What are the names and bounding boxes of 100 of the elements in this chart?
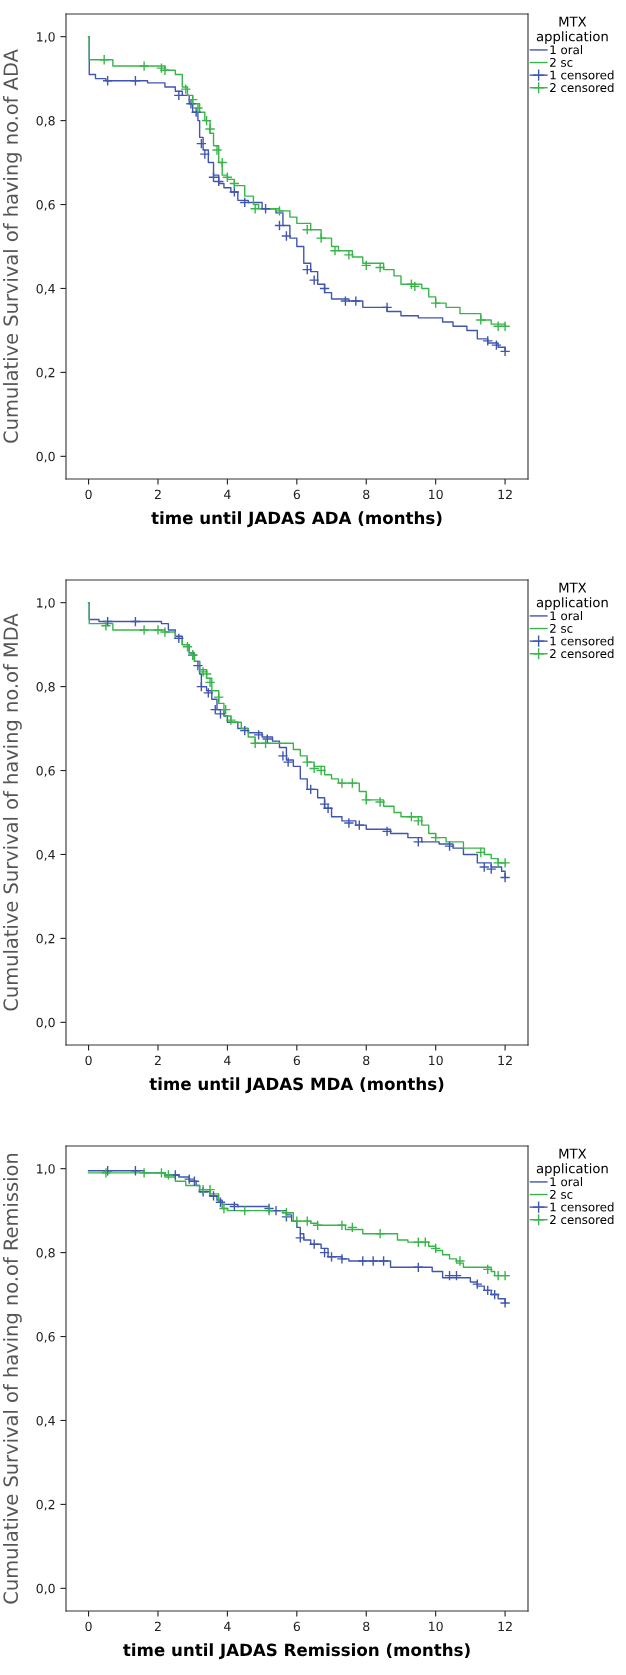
y-tick-label: 0,2	[36, 933, 55, 945]
point	[336, 1219, 348, 1231]
point	[444, 1270, 455, 1282]
point	[204, 677, 216, 688]
point	[213, 176, 225, 187]
point	[357, 1255, 369, 1267]
point	[378, 1255, 389, 1267]
point	[444, 840, 455, 852]
legend-label: 1 censored	[550, 1202, 614, 1212]
point	[347, 777, 358, 789]
point	[301, 1215, 313, 1227]
point	[218, 1203, 230, 1214]
point	[204, 123, 216, 135]
x-tick-label: 4	[224, 1055, 231, 1065]
point	[430, 297, 442, 309]
legend-title: MTX application	[536, 582, 608, 610]
point	[183, 1173, 195, 1185]
point	[159, 64, 171, 76]
legend-label: 2 sc	[550, 57, 573, 67]
x-tick-label: 12	[498, 1055, 512, 1065]
point	[350, 295, 362, 307]
x-tick-label: 8	[363, 1621, 370, 1632]
point	[196, 681, 207, 692]
point	[260, 203, 271, 215]
point	[163, 1169, 174, 1181]
legend-title: MTX application	[536, 1148, 608, 1176]
point	[381, 301, 393, 313]
y-tick-label: 0,2	[36, 367, 55, 379]
x-axis-title: time until JADAS MDA (months)	[149, 1077, 444, 1094]
y-tick-label: 1,0	[37, 32, 55, 43]
point	[228, 186, 240, 198]
y-tick-label: 1,0	[37, 598, 55, 609]
x-tick-label: 8	[363, 489, 370, 500]
point	[222, 171, 233, 183]
y-tick-label: 0,4	[36, 1415, 55, 1427]
point	[301, 756, 313, 768]
x-tick-label: 2	[154, 489, 161, 499]
point	[360, 794, 372, 806]
point	[478, 861, 490, 873]
point	[294, 1232, 306, 1244]
x-tick-label: 0	[85, 489, 92, 500]
point	[228, 1201, 240, 1212]
x-tick-label: 0	[85, 1055, 92, 1066]
point	[173, 632, 185, 644]
y-axis-title: Cumulative Survival of having no.of ADA	[3, 49, 22, 443]
x-tick-label: 8	[363, 1055, 370, 1066]
point	[367, 1255, 379, 1267]
point	[192, 660, 204, 671]
point	[156, 1167, 167, 1179]
x-tick-label: 4	[224, 1621, 231, 1631]
point	[209, 704, 221, 716]
legend-label: 2 sc	[550, 623, 573, 633]
point	[138, 60, 150, 72]
point	[102, 75, 114, 87]
y-tick-label: 0,6	[36, 200, 55, 211]
point	[491, 339, 502, 351]
point	[340, 295, 351, 307]
y-tick-label: 0,0	[36, 1017, 55, 1029]
point	[130, 75, 141, 87]
point	[374, 262, 386, 273]
point	[499, 320, 511, 332]
point	[159, 626, 171, 638]
y-axis-title: Cumulative Survival of having no.of MDA	[3, 613, 22, 1011]
point	[173, 90, 185, 101]
point	[301, 224, 313, 236]
y-tick-label: 0,8	[36, 682, 55, 693]
point	[499, 872, 511, 883]
y-tick-label: 0,0	[36, 451, 55, 463]
legend-label: 1 oral	[550, 45, 582, 55]
x-tick-label: 12	[498, 1621, 512, 1631]
point	[406, 278, 417, 290]
legend-label: 1 oral	[550, 1177, 582, 1187]
point	[406, 811, 417, 823]
point	[281, 230, 292, 242]
x-tick-label: 6	[293, 1055, 301, 1066]
x-tick-label: 2	[154, 1621, 161, 1631]
point	[274, 205, 285, 217]
point	[499, 1270, 511, 1282]
y-axis-title: Cumulative Survival of having no.of Remission	[3, 1153, 22, 1604]
point	[281, 1207, 292, 1219]
legend-label: 1 censored	[550, 70, 614, 80]
point	[374, 796, 386, 808]
point	[353, 819, 365, 831]
x-tick-label: 4	[224, 489, 231, 499]
y-tick-label: 1,0	[37, 1164, 55, 1175]
point	[308, 763, 320, 774]
point	[187, 94, 199, 105]
point	[213, 691, 225, 703]
point	[482, 335, 494, 347]
point	[260, 737, 271, 749]
point	[475, 314, 487, 326]
point	[308, 274, 320, 286]
point	[454, 1255, 466, 1267]
point	[239, 725, 251, 737]
point	[208, 1190, 219, 1202]
point	[228, 178, 240, 189]
legend-label: 2 sc	[550, 1189, 573, 1199]
point	[220, 704, 232, 716]
point	[239, 197, 251, 208]
point	[343, 817, 355, 829]
